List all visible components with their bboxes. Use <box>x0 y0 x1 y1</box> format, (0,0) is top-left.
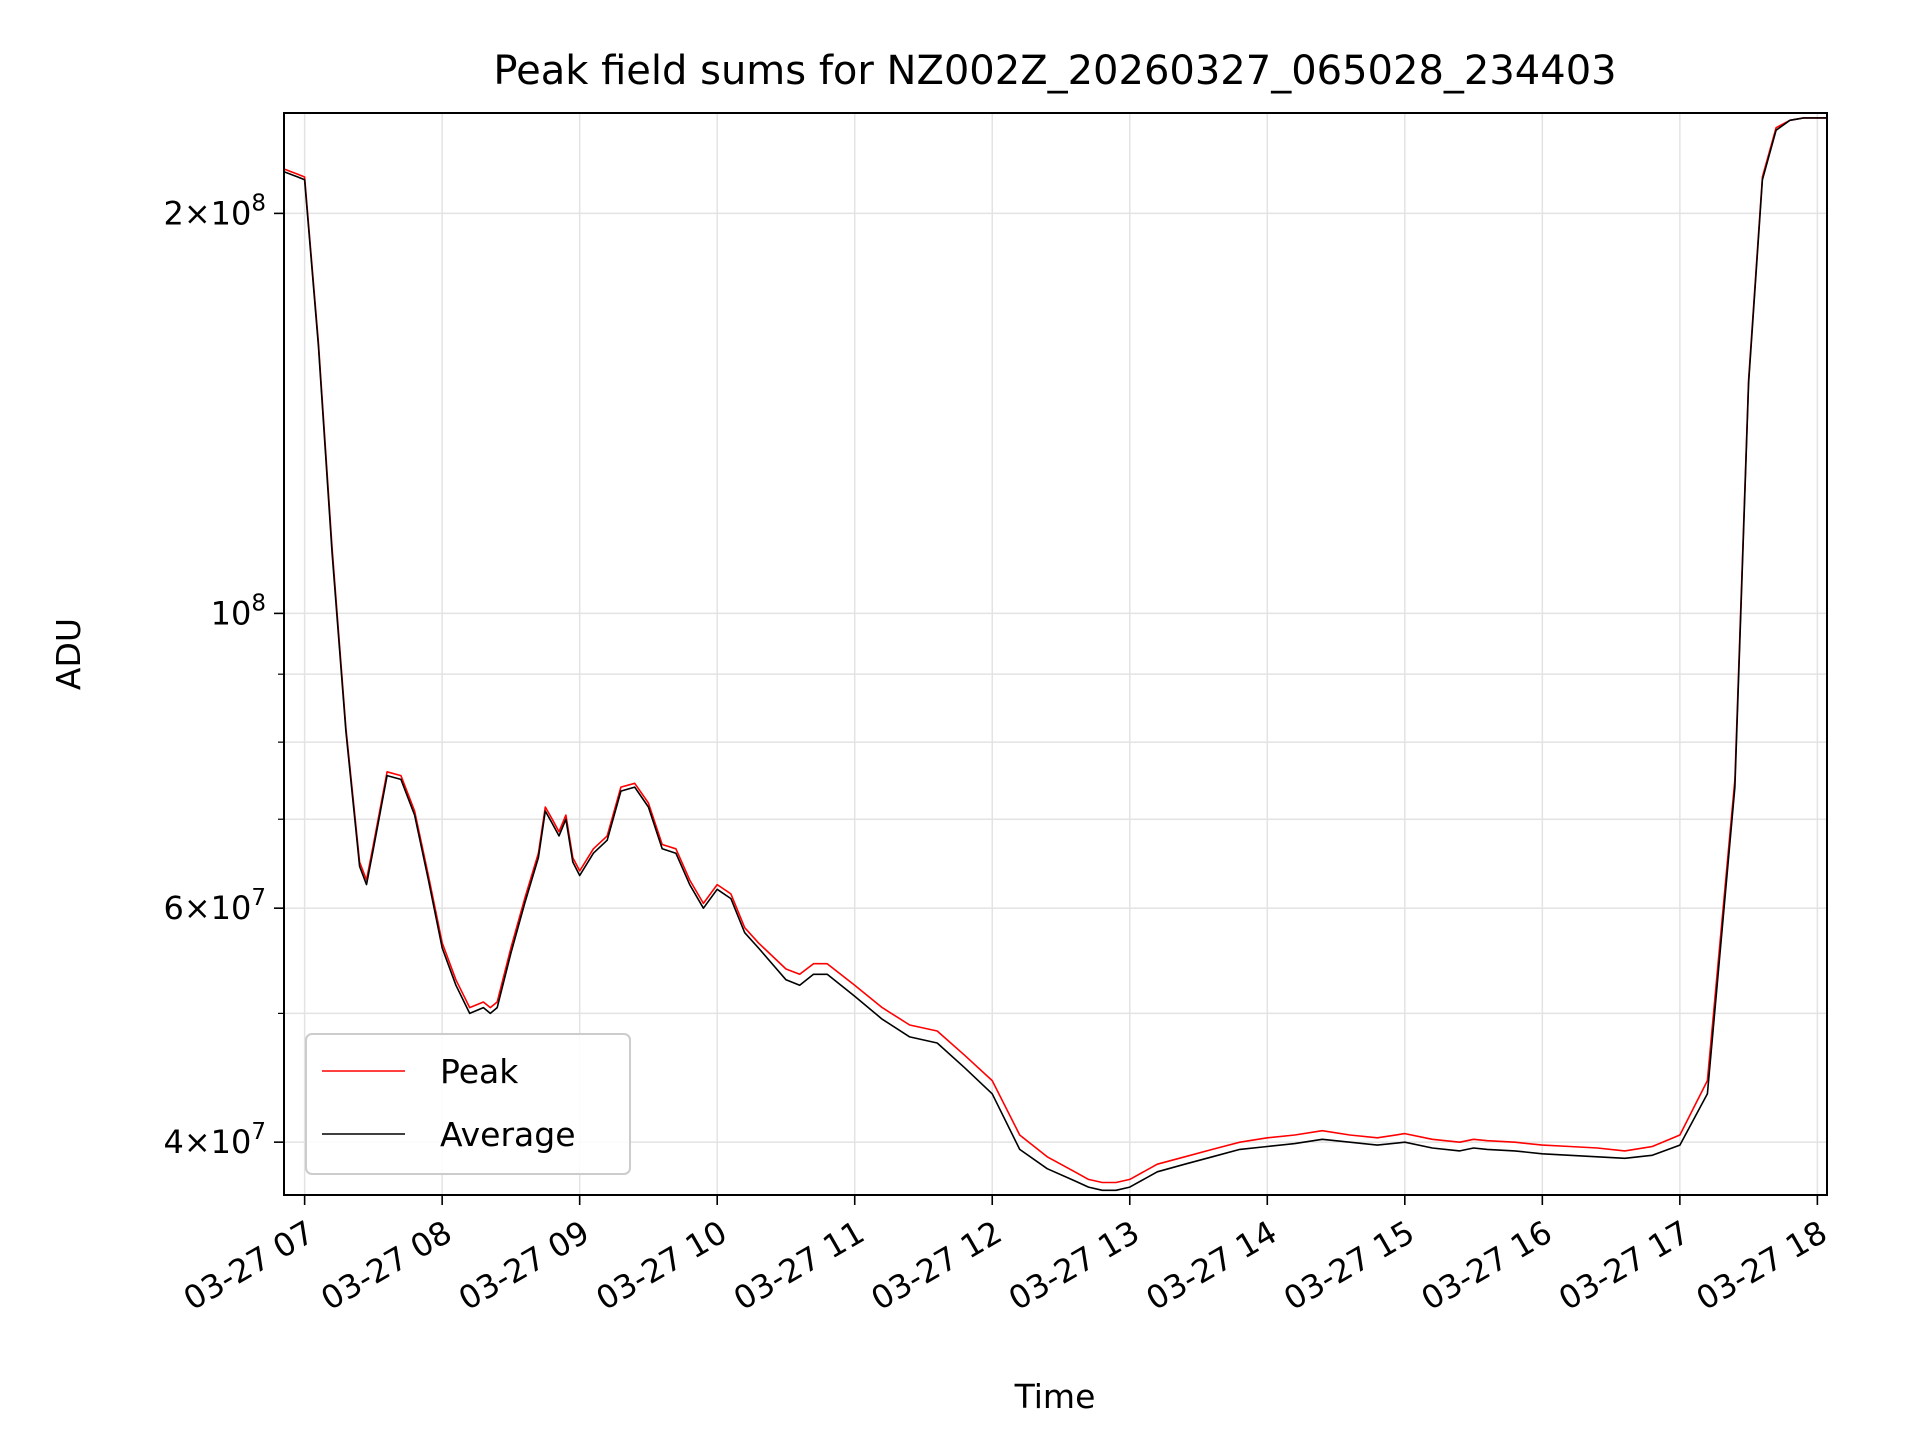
legend-label-average: Average <box>440 1115 576 1154</box>
chart-title: Peak field sums for NZ002Z_20260327_0650… <box>493 48 1616 94</box>
legend-box <box>305 1033 631 1175</box>
x-axis-label: Time <box>1014 1377 1096 1416</box>
series-line-average <box>283 117 1827 1192</box>
y-tick-label: 2×108 <box>163 190 266 232</box>
series-lines <box>283 117 1827 1192</box>
legend-label-peak: Peak <box>440 1052 519 1091</box>
legend: Peak Average <box>305 1033 631 1175</box>
y-axis-label: ADU <box>49 618 88 690</box>
plot-frame <box>283 112 1828 1196</box>
grid <box>284 113 1827 1195</box>
y-tick-label: 4×107 <box>163 1119 266 1161</box>
series-line-peak <box>283 117 1827 1184</box>
y-tick-label: 6×107 <box>163 885 266 927</box>
y-tick-label: 108 <box>211 590 266 632</box>
